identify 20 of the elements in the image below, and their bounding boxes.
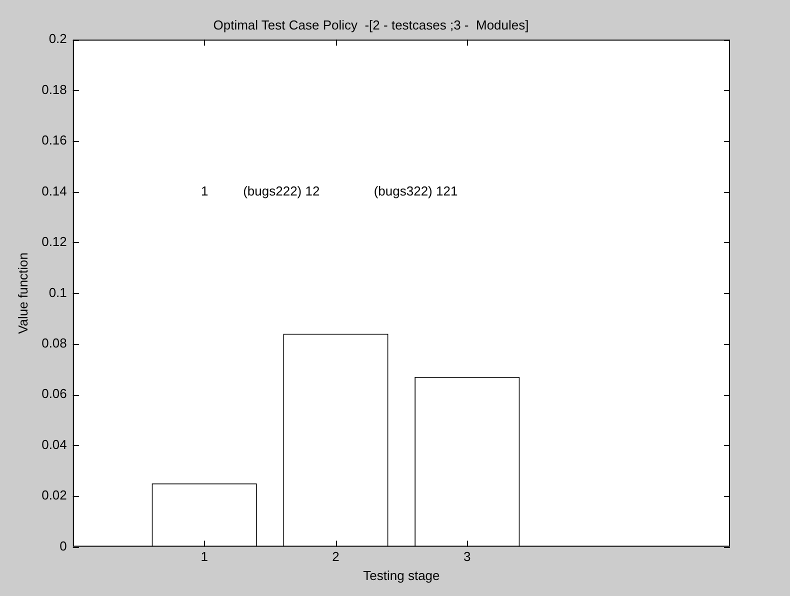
y-tick-label: 0.06 [42,386,67,402]
x-tick-label: 3 [464,549,471,564]
y-tick-label: 0.02 [42,488,67,503]
y-tick-label: 0.12 [42,234,67,250]
annotation: (bugs322) 121 [374,183,458,198]
y-tick-label: 0.2 [48,31,67,46]
y-tick-label: 0.08 [42,336,67,350]
y-tick-label: 0.1 [48,284,67,300]
chart-title: Optimal Test Case Policy -[2 - testcases ;3 - Modules] [213,17,529,32]
y-tick-label: 0.16 [42,132,67,148]
annotation: 1 [201,183,208,198]
y-tick-label: 0.04 [42,436,67,452]
x-axis-title: Testing stage [363,568,440,583]
annotation: (bugs222) 12 [243,183,320,198]
y-tick-label: 0 [60,538,67,554]
y-tick-label: 0.18 [42,82,67,97]
y-axis-title: Value function [15,252,30,334]
x-tick-label: 2 [332,549,340,564]
y-tick-label: 0.14 [42,183,67,198]
x-tick-label: 1 [200,549,208,564]
